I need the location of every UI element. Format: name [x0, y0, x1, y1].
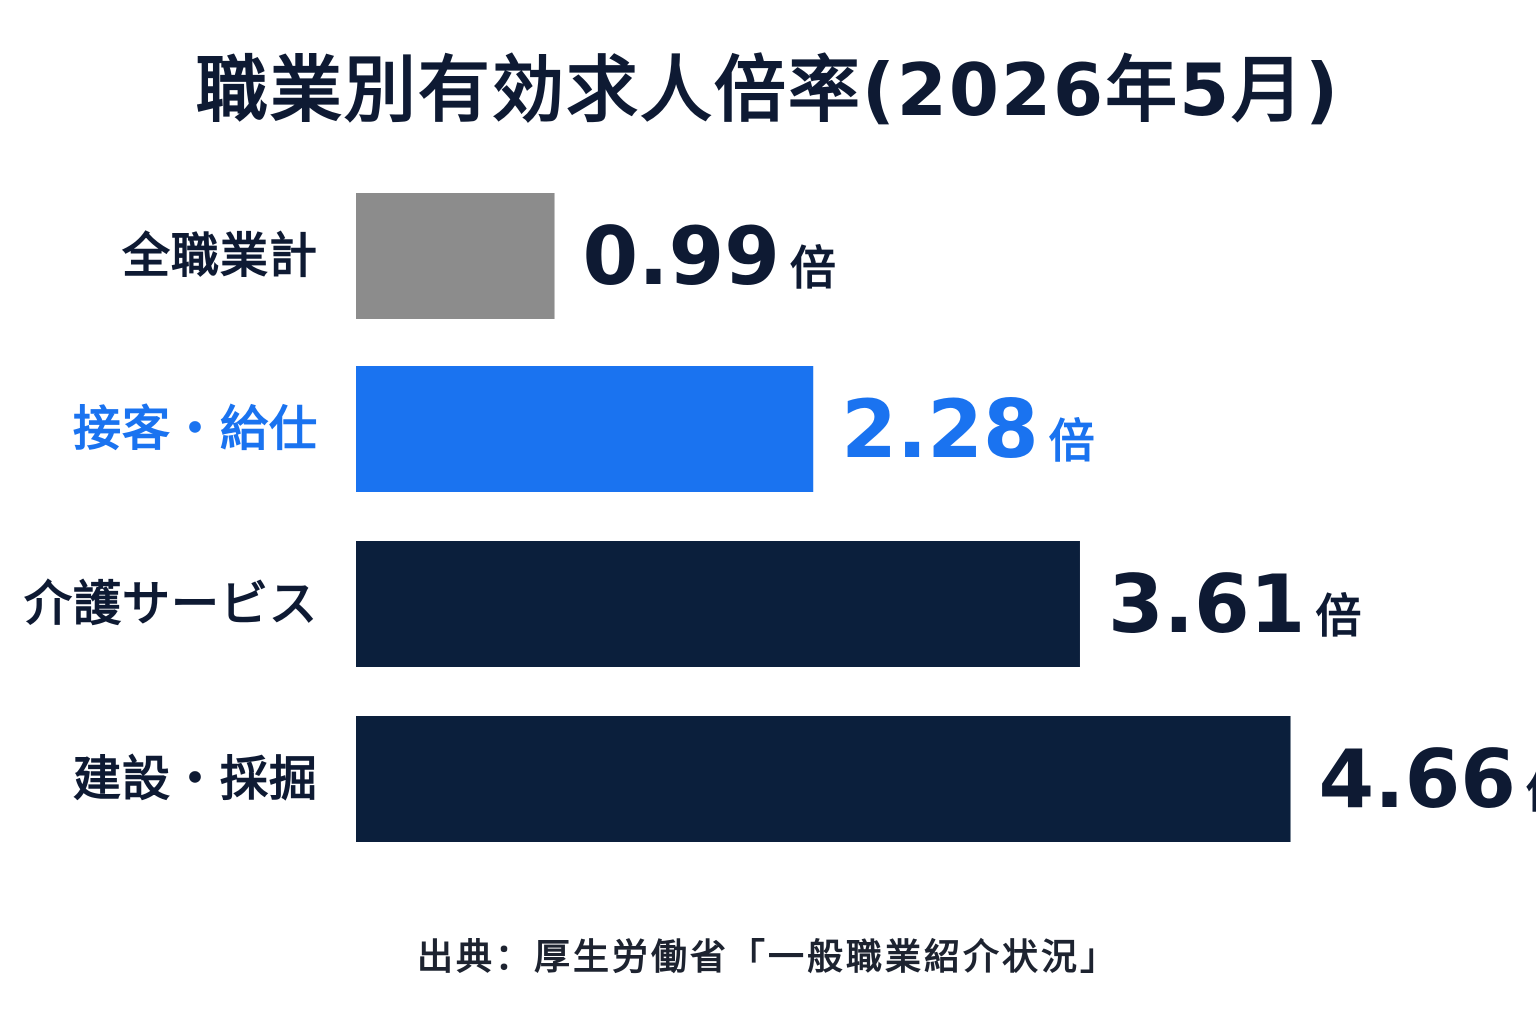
value-number-2: 2.28 [841, 383, 1038, 476]
value-number-1: 0.99 [583, 210, 780, 303]
value-unit-3: 倍 [1315, 589, 1361, 643]
source-note: 出典：厚生労働省「一般職業紹介状況」 [416, 937, 1119, 978]
value-label-2: 2.28 倍 [841, 383, 1094, 476]
category-label-4: 建設・採掘 [73, 751, 318, 807]
value-unit-1: 倍 [790, 241, 836, 295]
value-number-4: 4.66 [1319, 733, 1516, 826]
category-label-2: 接客・給仕 [73, 401, 318, 457]
category-label-3: 介護サービス [24, 576, 318, 632]
category-label-1: 全職業計 [121, 228, 318, 284]
bar-1 [356, 193, 555, 319]
value-label-1: 0.99 倍 [583, 210, 836, 303]
bar-2 [356, 366, 814, 492]
value-label-4: 4.66倍 [1319, 733, 1536, 826]
value-label-3: 3.61 倍 [1108, 558, 1361, 651]
value-number-3: 3.61 [1108, 558, 1305, 651]
value-unit-4: 倍 [1526, 764, 1536, 818]
bar-4 [356, 716, 1291, 842]
chart-title: 職業別有効求人倍率(2026年5月) [195, 48, 1341, 132]
value-unit-2: 倍 [1049, 414, 1095, 468]
bar-3 [356, 541, 1080, 667]
